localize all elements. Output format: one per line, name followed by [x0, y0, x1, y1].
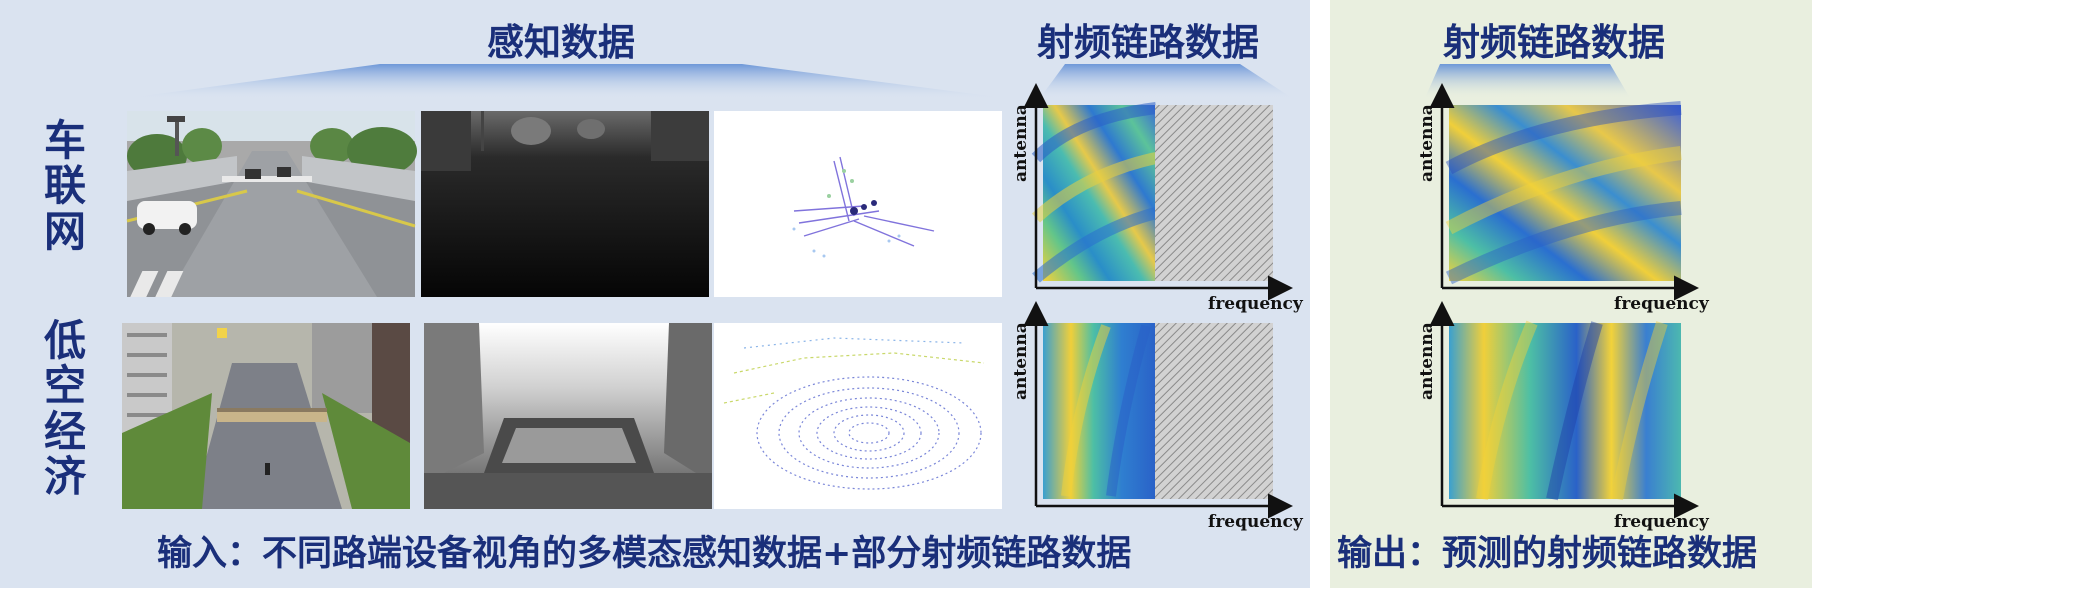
input-rf-spectrogram-partial-1 [1023, 83, 1293, 301]
y-axis-label-2: antenna [1011, 322, 1031, 400]
row-label-vehicular: 车联网 [43, 116, 86, 256]
sensing-data-title: 感知数据 [487, 21, 635, 64]
y-axis-label-1: antenna [1011, 104, 1031, 182]
input-caption: 输入：不同路端设备视角的多模态感知数据+部分射频链路数据 [157, 534, 1132, 574]
rf-link-data-title: 射频链路数据 [1037, 21, 1259, 64]
vehicular-depth-image [421, 111, 709, 297]
output-rf-spectrogram-1 [1429, 83, 1699, 301]
output-bracket [1425, 64, 1630, 98]
output-caption: 输出：预测的射频链路数据 [1337, 534, 1758, 574]
output-x-axis-label-2: frequency [1614, 512, 1709, 532]
low-altitude-depth-image [424, 323, 712, 509]
output-x-axis-label-1: frequency [1614, 294, 1709, 314]
output-rf-spectrogram-2 [1429, 301, 1699, 519]
x-axis-label-1: frequency [1208, 294, 1303, 314]
row-label-low-altitude: 低空经济 [43, 316, 86, 502]
vehicular-lidar-pointcloud [714, 111, 1002, 297]
output-panel: 射频链路数据 [1330, 0, 1812, 588]
x-axis-label-2: frequency [1208, 512, 1303, 532]
output-y-axis-label-2: antenna [1417, 322, 1437, 400]
input-panel: 感知数据 射频链路数据 车联网 低空经济 [0, 0, 1310, 588]
output-rf-link-data-title: 射频链路数据 [1443, 21, 1665, 64]
sensing-bracket [128, 64, 1292, 98]
input-rf-spectrogram-partial-2 [1023, 301, 1293, 519]
vehicular-rgb-image [126, 111, 475, 297]
low-altitude-lidar-pointcloud [714, 323, 1002, 509]
output-y-axis-label-1: antenna [1417, 104, 1437, 182]
low-altitude-rgb-image [122, 323, 410, 509]
